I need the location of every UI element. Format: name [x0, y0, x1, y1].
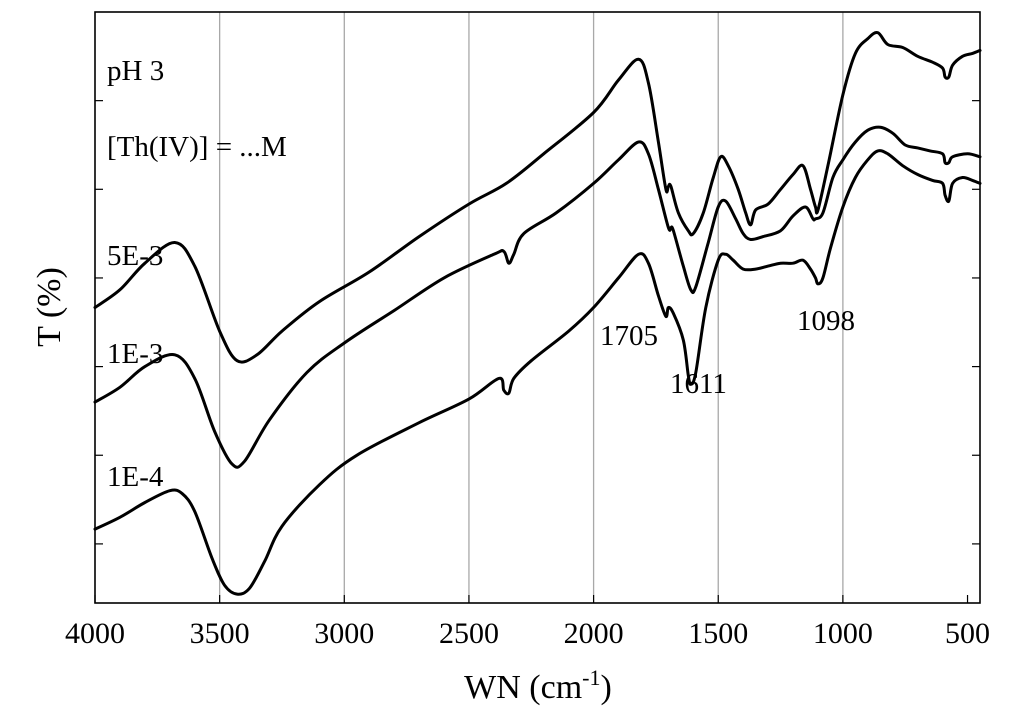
peak-label-1611: 1611 — [670, 368, 727, 400]
x-tick-label-500: 500 — [945, 617, 990, 650]
x-tick-label-3500: 3500 — [190, 617, 250, 650]
x-tick-label-4000: 4000 — [65, 617, 125, 650]
x-tick-label-1000: 1000 — [813, 617, 873, 650]
series-label-1e-4: 1E-4 — [107, 461, 164, 493]
y-axis-label: T (%) — [31, 267, 68, 347]
series-label-1e-3: 1E-3 — [107, 338, 163, 370]
x-tick-label-2000: 2000 — [564, 617, 624, 650]
x-tick-label-1500: 1500 — [688, 617, 748, 650]
x-tick-labels: 4000 3500 3000 2500 2000 1500 1000 500 — [65, 617, 990, 650]
x-axis-label: WN (cm-1) — [464, 665, 612, 706]
x-tick-label-3000: 3000 — [314, 617, 374, 650]
x-axis-label-tail: ) — [601, 669, 612, 706]
series-lines — [93, 31, 982, 596]
peak-label-1705: 1705 — [600, 320, 658, 352]
annotation-concentration: [Th(IV)] = ...M — [107, 131, 287, 163]
x-axis-label-superscript: -1 — [582, 665, 600, 690]
x-tick-label-2500: 2500 — [439, 617, 499, 650]
series-line-1e-3 — [93, 125, 982, 469]
plot-frame — [94, 11, 981, 604]
peak-label-1098: 1098 — [797, 305, 855, 337]
annotation-ph: pH 3 — [107, 55, 164, 87]
x-axis-label-main: WN (cm — [464, 669, 582, 706]
series-line-5e-3 — [93, 31, 982, 364]
axis-ticks — [94, 100, 980, 603]
series-label-5e-3: 5E-3 — [107, 240, 163, 272]
series-line-1e-4 — [93, 149, 982, 596]
